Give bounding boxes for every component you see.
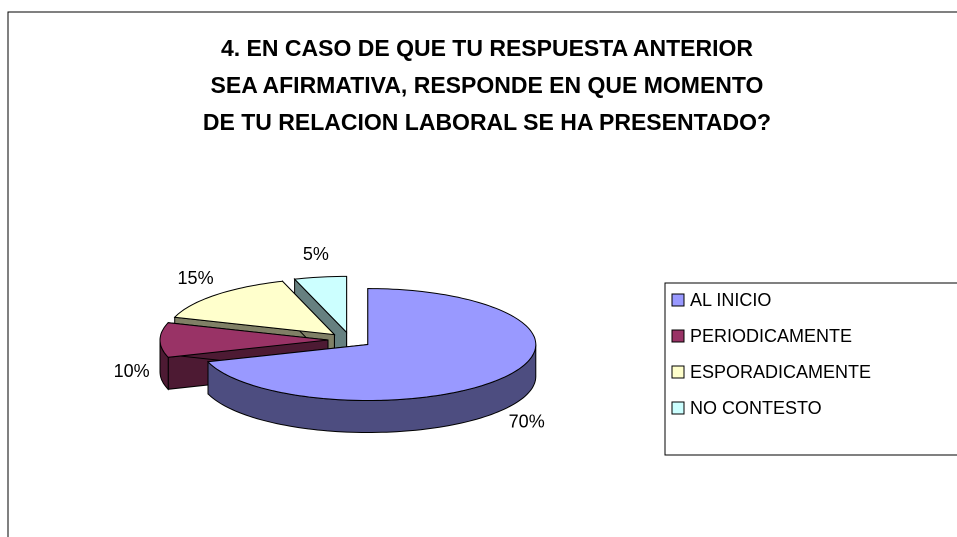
data-label: 5%: [303, 244, 329, 264]
legend-label: PERIODICAMENTE: [690, 326, 852, 346]
legend-swatch: [671, 293, 685, 307]
chart-border: [7, 11, 957, 537]
legend-box: [664, 282, 957, 456]
legend-label: NO CONTESTO: [690, 398, 822, 418]
slice-top: [206, 287, 537, 401]
data-label: 10%: [114, 361, 150, 381]
data-label: 15%: [178, 268, 214, 288]
legend-swatch: [671, 365, 685, 379]
pie-slice: [206, 287, 537, 433]
chart-title: 4. EN CASO DE QUE TU RESPUESTA ANTERIOR: [221, 35, 753, 61]
legend-label: ESPORADICAMENTE: [690, 362, 871, 382]
slice-top: [159, 322, 329, 358]
legend-swatch: [671, 401, 685, 415]
data-label: 70%: [509, 411, 545, 431]
chart-title: DE TU RELACION LABORAL SE HA PRESENTADO?: [203, 109, 771, 135]
legend-label: AL INICIO: [690, 290, 771, 310]
slice-top: [293, 275, 348, 334]
slice-top: [173, 280, 336, 336]
chart-title: SEA AFIRMATIVA, RESPONDE EN QUE MOMENTO: [211, 72, 764, 98]
legend-swatch: [671, 329, 685, 343]
